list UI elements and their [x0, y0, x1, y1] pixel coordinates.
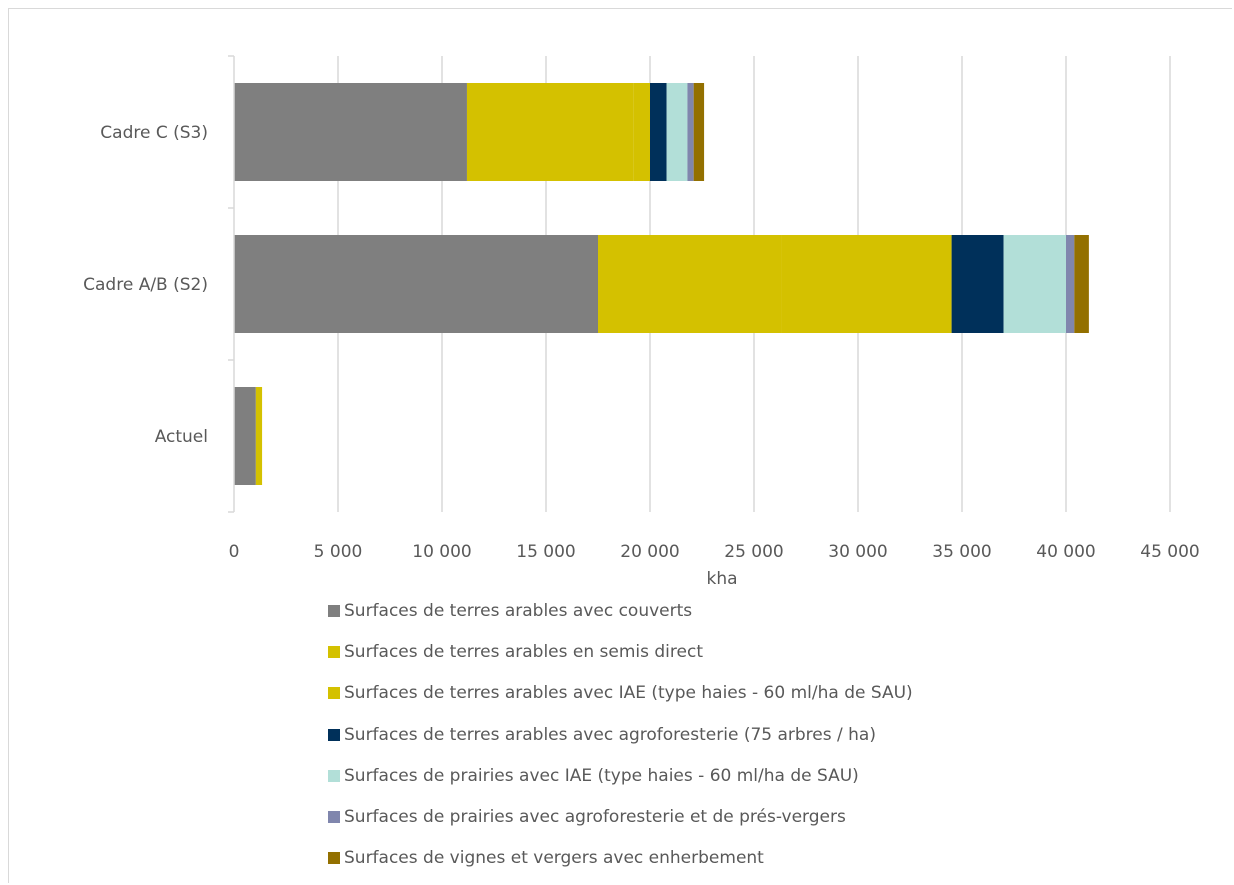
x-tick-label: 45 000 — [1140, 542, 1199, 562]
legend-label: Surfaces de vignes et vergers avec enher… — [344, 848, 764, 869]
x-tick-label: 25 000 — [724, 542, 783, 562]
bar-segment — [598, 235, 782, 333]
legend-swatch — [328, 769, 340, 782]
legend-item: Surfaces de vignes et vergers avec enher… — [328, 838, 913, 879]
x-axis-ticks: 0 5 000 10 000 15 000 20 000 25 000 30 000 35 0… — [229, 542, 1200, 562]
legend: Surfaces de terres arables avec couverts… — [328, 590, 913, 879]
bar-segment — [687, 83, 694, 181]
legend-label: Surfaces de prairies avec agroforesterie… — [344, 807, 846, 828]
legend-label: Surfaces de terres arables avec IAE (typ… — [344, 683, 913, 704]
x-tick-label: 15 000 — [516, 542, 575, 562]
legend-item: Surfaces de terres arables en semis dire… — [328, 631, 913, 672]
category-axis: Cadre C (S3) Cadre A/B (S2) Actuel — [83, 55, 235, 513]
bar-segment — [951, 235, 1004, 333]
x-tick-label: 40 000 — [1036, 542, 1095, 562]
legend-label: Surfaces de terres arables avec agrofore… — [344, 724, 876, 745]
x-tick-label: 20 000 — [620, 542, 679, 562]
stacked-bar-chart: Cadre C (S3) Cadre A/B (S2) Actuel 0 5 000 1… — [83, 55, 1200, 589]
legend-item: Surfaces de terres arables avec agrofore… — [328, 714, 913, 755]
bar-segment — [1066, 235, 1075, 333]
bar-segment — [234, 387, 256, 485]
legend-item: Surfaces de prairies avec agroforesterie… — [328, 796, 913, 837]
x-tick-label: 30 000 — [828, 542, 887, 562]
category-label: Actuel — [155, 427, 208, 447]
bars — [234, 83, 1089, 485]
legend-item: Surfaces de terres arables avec couverts — [328, 590, 913, 631]
bar-segment — [693, 83, 705, 181]
legend-swatch — [328, 645, 340, 658]
bar-segment — [666, 83, 688, 181]
legend-label: Surfaces de prairies avec IAE (type haie… — [344, 765, 859, 786]
legend-swatch — [328, 852, 340, 865]
bar-segment — [234, 235, 598, 333]
bar-segment — [781, 235, 952, 333]
category-label: Cadre C (S3) — [100, 123, 208, 143]
x-tick-label: 5 000 — [314, 542, 363, 562]
legend-item: Surfaces de prairies avec IAE (type haie… — [328, 755, 913, 796]
bar-segment — [1074, 235, 1089, 333]
x-tick-label: 10 000 — [412, 542, 471, 562]
legend-swatch — [328, 811, 340, 824]
x-tick-label: 0 — [229, 542, 240, 562]
bar-segment — [466, 83, 634, 181]
bar-segment — [255, 387, 263, 485]
legend-item: Surfaces de terres arables avec IAE (typ… — [328, 673, 913, 714]
bar-segment — [1003, 235, 1066, 333]
legend-swatch — [328, 604, 340, 617]
legend-label: Surfaces de terres arables avec couverts — [344, 600, 693, 621]
bar-segment — [633, 83, 650, 181]
legend-label: Surfaces de terres arables en semis dire… — [344, 641, 703, 662]
legend-swatch — [328, 687, 340, 700]
category-label: Cadre A/B (S2) — [83, 275, 208, 295]
chart-frame — [8, 8, 1232, 883]
bar-segment — [650, 83, 667, 181]
legend-swatch — [328, 728, 340, 741]
x-tick-label: 35 000 — [932, 542, 991, 562]
bar-segment — [234, 83, 467, 181]
x-axis-title: kha — [706, 569, 737, 589]
